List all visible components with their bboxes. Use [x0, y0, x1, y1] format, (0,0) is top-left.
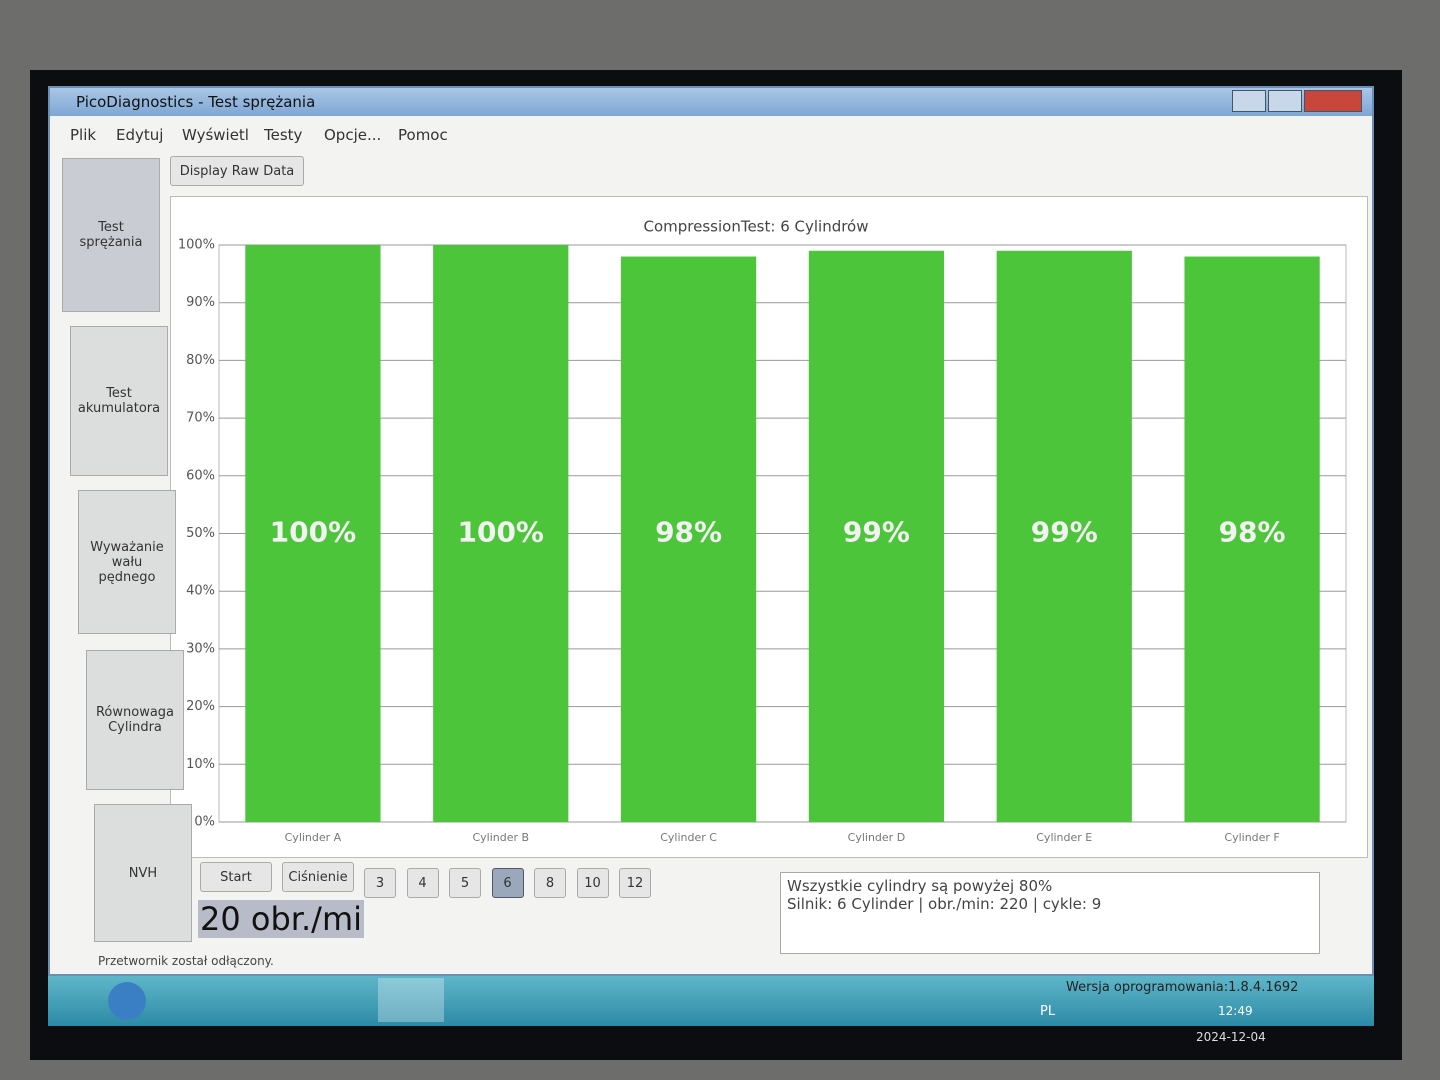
cylinder-button[interactable]: 12 — [619, 868, 651, 898]
app-window: PicoDiagnostics - Test sprężania Plik Edy… — [48, 86, 1374, 976]
value-label: 98% — [1219, 516, 1286, 549]
cylinder-button[interactable]: 6 — [491, 868, 524, 898]
x-tick-label: Cylinder F — [1224, 831, 1279, 844]
chart-title: CompressionTest: 6 Cylindrów — [644, 218, 869, 236]
bar — [1184, 256, 1320, 822]
minimize-button[interactable] — [1232, 90, 1266, 112]
bar — [245, 245, 381, 822]
sidebar-label: pędnego — [98, 569, 156, 585]
language: PL — [1040, 1004, 1056, 1019]
message: Wszystkie cylindry są powyżej 80% — [787, 877, 1053, 895]
bar — [996, 250, 1132, 822]
value-label: 100% — [457, 516, 544, 549]
cylinder-button[interactable]: 8 — [534, 868, 566, 898]
chart: CompressionTest: 6 Cylindrów 0% 10% 20% 30%… — [178, 218, 1347, 844]
raw-data-button[interactable]: Display Raw Data — [170, 156, 304, 186]
bar — [433, 245, 569, 822]
sidebar-label: Test — [106, 386, 132, 401]
x-tick-label: Cylinder D — [848, 831, 906, 844]
title-bar: PicoDiagnostics - Test sprężania — [50, 88, 1372, 116]
menu-item[interactable]: Testy — [264, 126, 303, 144]
y-tick-label: 80% — [186, 353, 215, 368]
cylinder-button[interactable]: 4 — [406, 868, 439, 898]
menu-item[interactable]: Opcje... — [324, 126, 382, 144]
menu-item[interactable]: Wyświetl — [182, 126, 249, 144]
control-button[interactable]: Ciśnienie — [282, 862, 354, 892]
sidebar-label: wału — [111, 554, 143, 570]
x-tick-label: Cylinder B — [472, 831, 529, 844]
value-label: 98% — [655, 516, 722, 549]
x-tick-label: Cylinder E — [1036, 831, 1092, 844]
y-tick-label: 20% — [186, 699, 215, 714]
control-button[interactable]: Start — [200, 862, 272, 892]
task-button[interactable] — [378, 978, 444, 1022]
menu-bar: Plik Edytuj Wyświetl Testy Opcje... Pomoc — [50, 120, 1372, 148]
clock-time: 12:49 — [1218, 1004, 1253, 1018]
sidebar-label: akumulatora — [77, 401, 161, 416]
sidebar-label: Cylindra — [108, 720, 162, 735]
y-tick-label: 50% — [186, 526, 215, 541]
sidebar-label: Test — [98, 220, 124, 235]
message-box: Wszystkie cylindry są powyżej 80% Silnik… — [780, 872, 1320, 954]
start-orb[interactable] — [108, 982, 146, 1020]
version-text: Wersja oprogramowania:1.8.4.1692 — [1066, 980, 1299, 995]
chart-panel: CompressionTest: 6 Cylindrów 0% 10% 20% 30%… — [170, 196, 1368, 858]
sidebar-button[interactable]: Równowaga Cylindra — [86, 650, 184, 790]
y-tick-label: 30% — [186, 641, 215, 656]
rpm-readout: 20 obr./mi — [198, 900, 365, 938]
x-tick-label: Cylinder A — [285, 831, 342, 844]
cylinder-button[interactable]: 10 — [576, 868, 609, 898]
bar — [808, 250, 945, 822]
sidebar-label: NVH — [128, 865, 158, 881]
status-text: Przetwornik został odłączony. — [98, 954, 274, 968]
sidebar-button[interactable]: NVH — [94, 804, 192, 942]
maximize-button[interactable] — [1268, 90, 1302, 112]
menu-item[interactable]: Pomoc — [398, 126, 448, 144]
value-label: 100% — [270, 516, 357, 549]
cylinder-button[interactable]: 3 — [364, 868, 396, 898]
y-tick-label: 10% — [186, 757, 215, 772]
cylinder-button[interactable]: 5 — [449, 868, 481, 898]
y-tick-label: 100% — [178, 238, 215, 253]
y-tick-label: 90% — [186, 295, 215, 310]
menu-item[interactable]: Edytuj — [116, 126, 164, 144]
message: Silnik: 6 Cylinder | obr./min: 220 | cyk… — [787, 895, 1102, 913]
y-tick-label: 60% — [186, 468, 215, 483]
sidebar-button[interactable]: Wyważanie wału pędnego — [78, 490, 176, 634]
close-button[interactable] — [1304, 90, 1362, 112]
y-tick-label: 70% — [186, 411, 215, 426]
clock-date: 2024-12-04 — [1196, 1030, 1266, 1044]
sidebar-button[interactable]: Test sprężania — [62, 158, 160, 312]
value-label: 99% — [843, 516, 910, 549]
taskbar: Wersja oprogramowania:1.8.4.1692 PL 12:4… — [48, 976, 1374, 1026]
x-tick-label: Cylinder C — [660, 831, 717, 844]
sidebar-label: sprężania — [79, 235, 143, 250]
value-label: 99% — [1031, 516, 1098, 549]
sidebar-label: Wyważanie — [90, 539, 164, 555]
bar — [620, 256, 757, 822]
sidebar-label: Równowaga — [95, 705, 175, 720]
menu-item[interactable]: Plik — [70, 126, 97, 144]
y-tick-label: 40% — [186, 584, 215, 599]
sidebar-button[interactable]: Test akumulatora — [70, 326, 168, 476]
y-tick-label: 0% — [194, 815, 215, 830]
window-title: PicoDiagnostics - Test sprężania — [76, 93, 316, 111]
